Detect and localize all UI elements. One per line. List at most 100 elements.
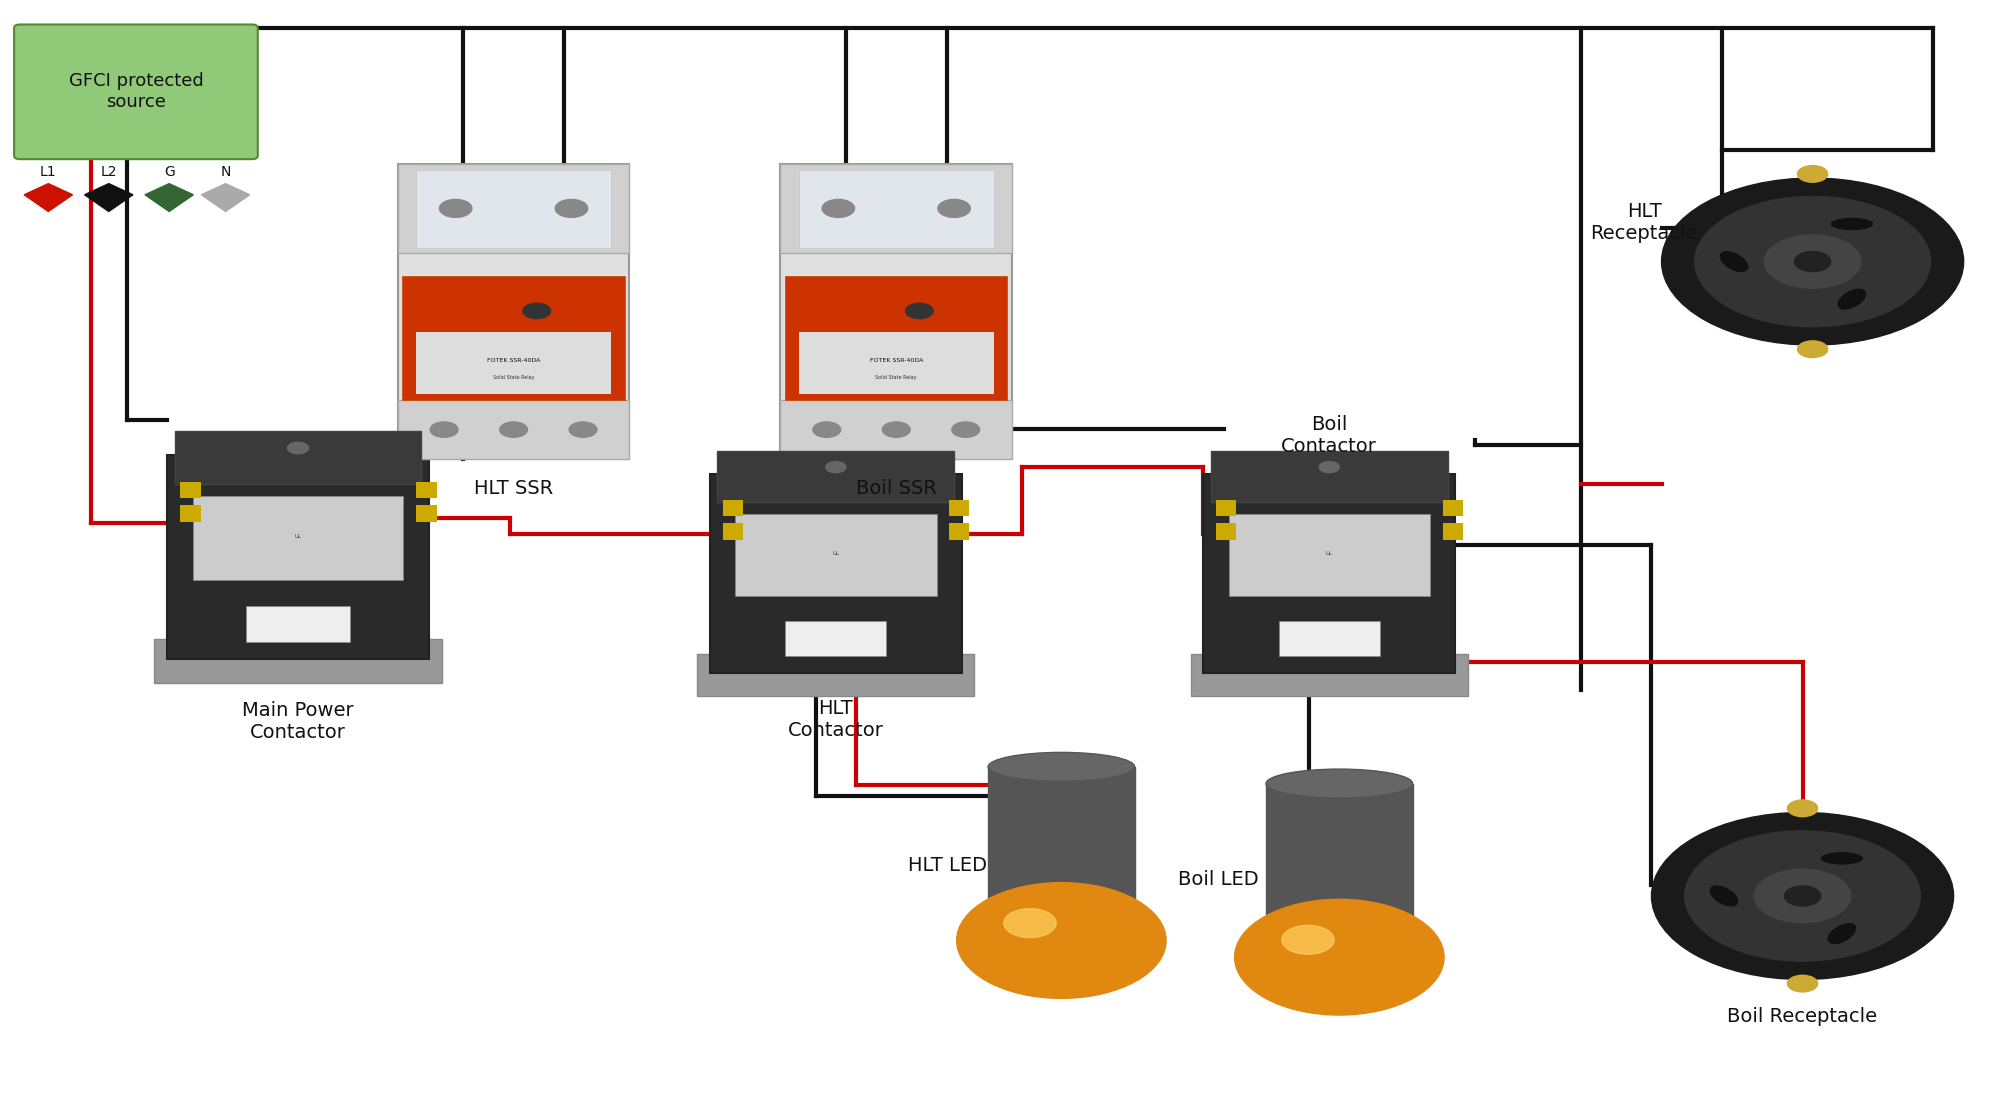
Bar xyxy=(399,165,628,253)
Text: FOTEK SSR-40DA: FOTEK SSR-40DA xyxy=(487,358,540,363)
Bar xyxy=(1279,621,1380,657)
Text: L2: L2 xyxy=(101,166,117,179)
Bar xyxy=(153,640,441,682)
Polygon shape xyxy=(85,184,133,211)
Text: L1: L1 xyxy=(40,166,56,179)
Circle shape xyxy=(939,199,971,217)
Bar xyxy=(175,432,421,484)
Bar xyxy=(735,514,937,595)
Bar xyxy=(989,767,1134,929)
Circle shape xyxy=(1784,886,1821,906)
Circle shape xyxy=(1235,899,1444,1015)
Text: Boil Receptacle: Boil Receptacle xyxy=(1728,1007,1877,1026)
Text: Main Power
Contactor: Main Power Contactor xyxy=(242,701,354,742)
Polygon shape xyxy=(201,184,250,211)
Bar xyxy=(1442,500,1462,516)
Bar xyxy=(709,474,963,672)
Text: Boil
Contactor: Boil Contactor xyxy=(1281,415,1378,456)
Circle shape xyxy=(1696,197,1929,327)
Bar xyxy=(949,523,969,540)
Bar xyxy=(781,165,1013,460)
Polygon shape xyxy=(24,184,73,211)
Circle shape xyxy=(1662,178,1964,345)
Text: HLT
Contactor: HLT Contactor xyxy=(787,699,884,740)
Text: Boil SSR: Boil SSR xyxy=(856,479,937,498)
Ellipse shape xyxy=(989,752,1134,781)
Ellipse shape xyxy=(1720,250,1748,273)
FancyBboxPatch shape xyxy=(14,24,258,159)
Circle shape xyxy=(1319,462,1339,473)
Bar xyxy=(1267,784,1412,946)
Bar xyxy=(1442,523,1462,540)
Bar xyxy=(1190,654,1468,697)
Bar xyxy=(1229,514,1430,595)
Circle shape xyxy=(524,303,550,318)
Bar xyxy=(403,276,624,401)
Ellipse shape xyxy=(1831,218,1873,230)
Ellipse shape xyxy=(1821,853,1863,865)
Bar xyxy=(399,401,628,460)
Circle shape xyxy=(1281,925,1333,954)
Bar xyxy=(781,401,1013,460)
Polygon shape xyxy=(145,184,193,211)
Circle shape xyxy=(288,442,308,454)
Circle shape xyxy=(1799,341,1829,357)
Circle shape xyxy=(957,883,1166,998)
Bar xyxy=(717,451,955,502)
Circle shape xyxy=(1794,252,1831,272)
Bar xyxy=(417,332,610,394)
Circle shape xyxy=(499,422,528,437)
Circle shape xyxy=(1754,869,1851,923)
Bar xyxy=(181,482,201,499)
Circle shape xyxy=(1651,812,1954,979)
Circle shape xyxy=(906,303,932,318)
Text: Solid State Relay: Solid State Relay xyxy=(493,375,534,381)
Text: UL: UL xyxy=(832,551,840,556)
Bar xyxy=(1204,474,1454,672)
Circle shape xyxy=(1003,908,1055,937)
Bar xyxy=(800,332,993,394)
Circle shape xyxy=(826,462,846,473)
Bar xyxy=(785,621,886,657)
Circle shape xyxy=(953,422,979,437)
Bar xyxy=(800,170,993,248)
Bar xyxy=(417,170,610,248)
Bar xyxy=(781,165,1013,253)
Ellipse shape xyxy=(1827,923,1857,944)
Circle shape xyxy=(882,422,910,437)
Bar xyxy=(697,654,975,697)
Circle shape xyxy=(1799,166,1829,183)
Bar xyxy=(1216,523,1237,540)
Text: UL: UL xyxy=(294,534,302,539)
Bar xyxy=(723,500,743,516)
Circle shape xyxy=(1788,975,1819,992)
Bar xyxy=(181,505,201,522)
Bar xyxy=(415,482,437,499)
Bar xyxy=(399,165,628,460)
Text: N: N xyxy=(220,166,232,179)
Text: FOTEK SSR-40DA: FOTEK SSR-40DA xyxy=(870,358,922,363)
Bar xyxy=(246,605,350,642)
Bar xyxy=(1210,451,1448,502)
Text: Boil LED: Boil LED xyxy=(1178,869,1259,889)
Bar xyxy=(723,523,743,540)
Circle shape xyxy=(431,422,457,437)
Circle shape xyxy=(1764,235,1861,288)
Ellipse shape xyxy=(1267,769,1412,798)
Bar xyxy=(415,505,437,522)
Circle shape xyxy=(556,199,588,217)
Text: HLT
Receptacle: HLT Receptacle xyxy=(1591,203,1698,243)
Text: HLT LED: HLT LED xyxy=(908,856,987,876)
Bar xyxy=(949,500,969,516)
Bar xyxy=(785,276,1007,401)
Bar xyxy=(1216,500,1237,516)
Circle shape xyxy=(1788,800,1819,817)
Bar xyxy=(193,496,403,580)
Circle shape xyxy=(1684,830,1921,962)
Ellipse shape xyxy=(1837,288,1867,309)
Circle shape xyxy=(570,422,596,437)
Bar xyxy=(167,455,429,659)
Circle shape xyxy=(439,199,471,217)
Text: HLT SSR: HLT SSR xyxy=(473,479,554,498)
Text: Solid State Relay: Solid State Relay xyxy=(876,375,916,381)
